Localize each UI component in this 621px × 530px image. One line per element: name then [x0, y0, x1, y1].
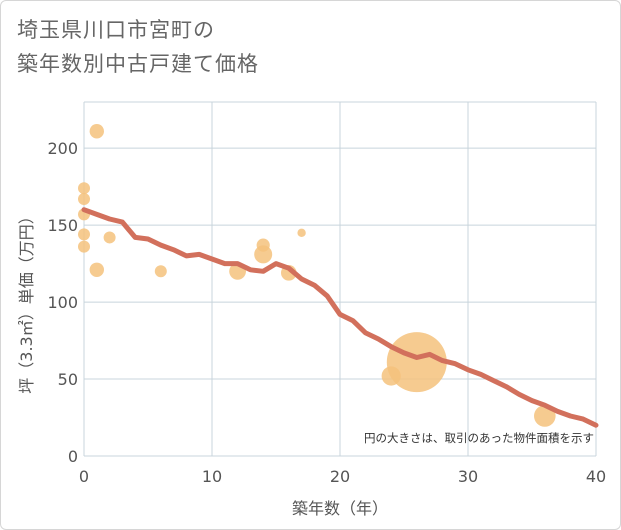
x-tick-label: 20 [330, 467, 350, 486]
chart-title: 埼玉県川口市宮町の 築年数別中古戸建て価格 [17, 13, 259, 81]
data-bubble [386, 332, 447, 393]
x-tick-label: 40 [586, 467, 606, 486]
x-tick-label: 10 [202, 467, 222, 486]
data-bubble [78, 182, 90, 195]
chart-title-line2: 築年数別中古戸建て価格 [17, 52, 259, 76]
bubble-layer [78, 124, 556, 427]
y-tick-label: 100 [47, 293, 78, 312]
data-bubble [154, 265, 167, 278]
x-tick-labels: 0 10 20 30 40 [79, 467, 606, 486]
x-axis-label: 築年数（年） [292, 499, 388, 518]
y-tick-label: 0 [68, 447, 78, 466]
y-tick-label: 50 [58, 370, 78, 389]
y-axis-label: 坪（3.3㎡）単価（万円） [17, 208, 36, 393]
data-bubble [89, 262, 105, 277]
y-tick-label: 150 [47, 216, 78, 235]
chart-title-line1: 埼玉県川口市宮町の [17, 18, 215, 42]
trend-line [81, 207, 599, 428]
data-bubble [254, 245, 273, 264]
data-bubble [78, 228, 90, 241]
data-bubble [89, 124, 105, 139]
x-tick-label: 0 [79, 467, 89, 486]
data-bubble [103, 231, 116, 244]
data-bubble [297, 228, 306, 238]
y-tick-label: 200 [47, 139, 78, 158]
size-legend-note: 円の大きさは、取引のあった物件面積を示す [364, 431, 594, 445]
grid-lines [83, 101, 597, 457]
data-bubble [78, 192, 90, 205]
y-tick-labels: 0 50 100 150 200 [47, 139, 78, 466]
x-tick-label: 30 [458, 467, 478, 486]
data-bubble [78, 240, 90, 253]
